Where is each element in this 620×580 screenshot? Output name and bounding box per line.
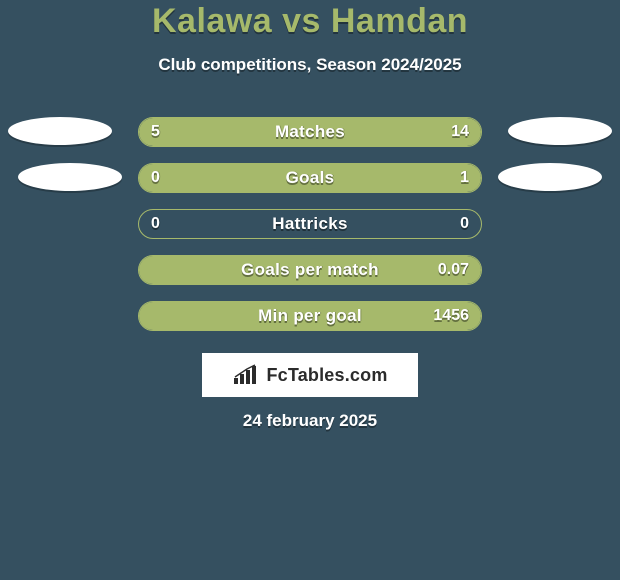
stat-value-right: 0 <box>460 215 469 233</box>
stat-label: Hattricks <box>272 214 347 234</box>
stat-value-left: 0 <box>151 215 160 233</box>
page-subtitle: Club competitions, Season 2024/2025 <box>0 55 620 75</box>
stat-row: 0 Hattricks 0 <box>0 209 620 239</box>
attribution-text: FcTables.com <box>266 365 387 386</box>
stat-value-right: 1456 <box>433 307 469 325</box>
stat-row: 0 Goals 1 <box>0 163 620 193</box>
comparison-card: Kalawa vs Hamdan Club competitions, Seas… <box>0 0 620 431</box>
stat-label: Matches <box>275 122 345 142</box>
bar-chart-icon <box>232 364 260 386</box>
stat-bar-right <box>229 118 481 146</box>
stat-label: Min per goal <box>258 306 362 326</box>
stat-value-right: 14 <box>451 123 469 141</box>
stat-label: Goals per match <box>241 260 379 280</box>
stat-row: Min per goal 1456 <box>0 301 620 331</box>
page-title: Kalawa vs Hamdan <box>0 2 620 41</box>
stat-bar: 0 Goals 1 <box>138 163 482 193</box>
stat-bar: 5 Matches 14 <box>138 117 482 147</box>
stat-label: Goals <box>286 168 335 188</box>
stat-row: Goals per match 0.07 <box>0 255 620 285</box>
stat-bar: 0 Hattricks 0 <box>138 209 482 239</box>
stat-value-left: 0 <box>151 169 160 187</box>
snapshot-date: 24 february 2025 <box>0 411 620 431</box>
stat-row: 5 Matches 14 <box>0 117 620 147</box>
stats-rows: 5 Matches 14 0 Goals 1 0 Hattricks 0 <box>0 117 620 331</box>
stat-bar: Min per goal 1456 <box>138 301 482 331</box>
stat-value-left: 5 <box>151 123 160 141</box>
stat-bar: Goals per match 0.07 <box>138 255 482 285</box>
stat-value-right: 0.07 <box>438 261 469 279</box>
attribution-logo: FcTables.com <box>202 353 418 397</box>
stat-value-right: 1 <box>460 169 469 187</box>
